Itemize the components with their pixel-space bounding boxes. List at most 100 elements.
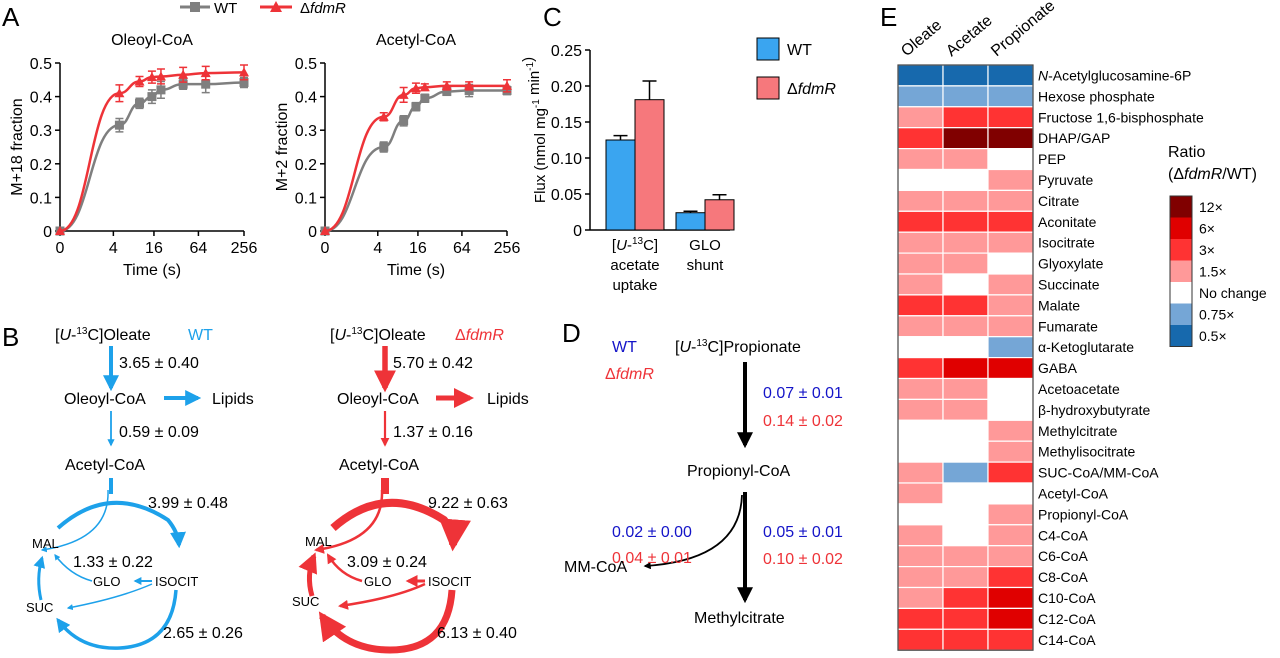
flux-beta-ox-wt: 0.59 ± 0.09 [119, 424, 199, 441]
arrow-isocit-suc-wt [66, 583, 153, 611]
heatmap-cell [897, 294, 944, 317]
heatmap-cell [897, 252, 944, 275]
series-line-wt [324, 89, 507, 233]
error-bar [613, 134, 628, 140]
flux-uptake-wt-d: 0.07 ± 0.01 [763, 385, 843, 402]
x-tick-label: GLO [689, 237, 721, 254]
legend-swatch [1170, 217, 1192, 239]
row-label: N-Acetylglucosamine-6P [1038, 68, 1191, 84]
heatmap-cell [987, 252, 1034, 275]
row-label: C14-CoA [1038, 632, 1096, 648]
y-tick-label: 0.20 [551, 79, 582, 96]
y-axis-label: Flux (nmol mg-1 min-1) [520, 57, 549, 203]
strain-label-wt: WT [188, 327, 213, 344]
legend-subtitle: (ΔfdmR/WT) [1168, 166, 1257, 183]
data-point [201, 79, 211, 89]
panel-label-b: B [2, 322, 19, 352]
row-label: PEP [1038, 151, 1066, 167]
legend-label: 6× [1199, 221, 1215, 237]
data-point [156, 85, 166, 95]
y-tick-label: 0.3 [30, 123, 52, 140]
panel-label-e: E [880, 2, 897, 32]
x-tick-label: 256 [494, 240, 521, 257]
row-label-prefix: N [1038, 68, 1049, 84]
heatmap-cell [987, 545, 1034, 568]
y-tick-label: 0.15 [551, 115, 582, 132]
data-point [114, 88, 125, 98]
data-point [411, 102, 421, 112]
flux-glo-wt: 1.33 ± 0.22 [73, 554, 153, 571]
heatmap-cell [897, 545, 944, 568]
panel-label-a: A [2, 2, 20, 32]
x-tick-label: 16 [145, 240, 163, 257]
heatmap-cell [942, 503, 989, 526]
x-tick-label: 256 [231, 240, 258, 257]
data-point [155, 71, 166, 81]
row-label: Acetyl-CoA [1038, 486, 1109, 502]
heatmap-cell [942, 440, 989, 463]
x-axis-label: Time (s) [387, 262, 445, 279]
flux-mm-wt: 0.02 ± 0.00 [612, 524, 692, 541]
y-tick-label: 0.5 [295, 56, 317, 73]
heatmap-cell [942, 524, 989, 547]
heatmap-cell [942, 398, 989, 421]
node-glo-mut: GLO [364, 574, 391, 589]
heatmap-cell [897, 377, 944, 400]
heatmap-cell [897, 482, 944, 505]
heatmap-cell [897, 565, 944, 589]
node-methylcitrate: Methylcitrate [694, 610, 785, 627]
row-label: Methylisocitrate [1038, 444, 1135, 460]
legend-swatch [1170, 196, 1192, 218]
error-bar [712, 193, 727, 200]
row-label: Aconitate [1038, 214, 1097, 230]
heatmap-cell [987, 336, 1034, 359]
flux-suc-mut: 6.13 ± 0.40 [437, 625, 517, 642]
heatmap-cell [987, 127, 1034, 150]
bar-mut [634, 99, 665, 231]
heatmap-cell [897, 586, 944, 609]
data-point [502, 80, 512, 90]
data-point [320, 226, 330, 235]
node-suc-mut: SUC [292, 594, 319, 609]
legend-c-wt-label: WT [787, 42, 812, 59]
data-point [399, 116, 409, 126]
data-point [135, 98, 145, 108]
y-tick-label: 0.4 [295, 90, 317, 107]
legend-wt-label: WT [214, 0, 237, 17]
heatmap-cell [897, 524, 944, 547]
panel-label-d: D [562, 318, 581, 348]
heatmap-cell [942, 357, 989, 380]
row-label: Hexose phosphate [1038, 88, 1155, 104]
arrow-isocit-suc-cycle-mut [318, 589, 456, 654]
heatmap-cell [942, 127, 989, 150]
y-tick-label: 0.2 [30, 157, 52, 174]
x-tick-label: uptake [612, 277, 657, 294]
column-label: Acetate [943, 12, 996, 60]
heatmap-cell [942, 252, 989, 275]
heatmap-cell [897, 419, 944, 442]
heatmap-cell [987, 440, 1034, 463]
x-tick-label-part: U [616, 237, 627, 254]
legend-label: 0.5× [1199, 328, 1227, 344]
heatmap-cell [987, 357, 1034, 380]
node-suc-wt: SUC [26, 600, 53, 615]
y-tick-label: 0.1 [295, 190, 317, 207]
data-point [134, 76, 145, 86]
heatmap-cell [942, 294, 989, 317]
column-label: Propionate [988, 0, 1058, 60]
error-bar [642, 80, 657, 100]
chart-oleoyl-coa: Oleoyl-CoA 0 0.1 0.2 0.3 0.4 0.5 0 4 16 64 256 Time … [9, 32, 257, 279]
y-axis-label: M+2 fraction [274, 103, 291, 191]
heatmap-cell [987, 64, 1034, 87]
heatmap-cell [987, 85, 1034, 108]
legend-c: WT ΔfdmR [756, 37, 836, 100]
x-axis-label: Time (s) [123, 262, 181, 279]
heatmap-cell [897, 85, 944, 108]
node-oleoyl-coa-wt: Oleoyl-CoA [64, 391, 146, 408]
flux-suc-wt: 2.65 ± 0.26 [163, 625, 243, 642]
row-label: C4-CoA [1038, 527, 1088, 543]
substrate-oleate-wt: [U-13C]Oleate [55, 326, 151, 344]
y-tick-label: 0.10 [551, 151, 582, 168]
heatmap-cell [942, 315, 989, 338]
